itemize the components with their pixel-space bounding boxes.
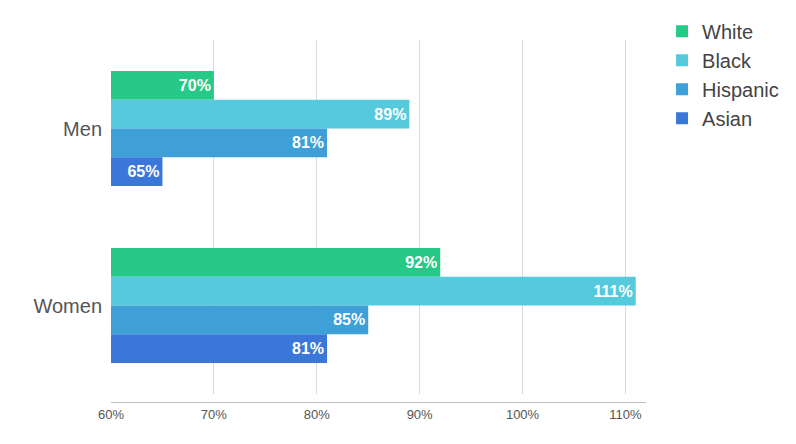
svg-text:Men: Men	[63, 118, 102, 140]
svg-text:100%: 100%	[506, 407, 540, 422]
svg-text:70%: 70%	[179, 77, 211, 94]
svg-text:70%: 70%	[201, 407, 227, 422]
svg-text:65%: 65%	[127, 163, 159, 180]
svg-text:White: White	[702, 21, 753, 43]
svg-text:81%: 81%	[292, 340, 324, 357]
svg-text:80%: 80%	[304, 407, 330, 422]
svg-text:90%: 90%	[407, 407, 433, 422]
svg-text:81%: 81%	[292, 134, 324, 151]
svg-text:Hispanic: Hispanic	[702, 79, 779, 101]
svg-text:Women: Women	[33, 295, 102, 317]
svg-text:110%: 110%	[609, 407, 642, 422]
svg-text:111%: 111%	[594, 283, 633, 300]
svg-text:Black: Black	[702, 50, 752, 72]
svg-text:89%: 89%	[374, 106, 406, 123]
svg-text:60%: 60%	[98, 407, 124, 422]
svg-text:Asian: Asian	[702, 108, 752, 130]
svg-text:92%: 92%	[405, 254, 437, 271]
svg-text:85%: 85%	[333, 311, 365, 328]
